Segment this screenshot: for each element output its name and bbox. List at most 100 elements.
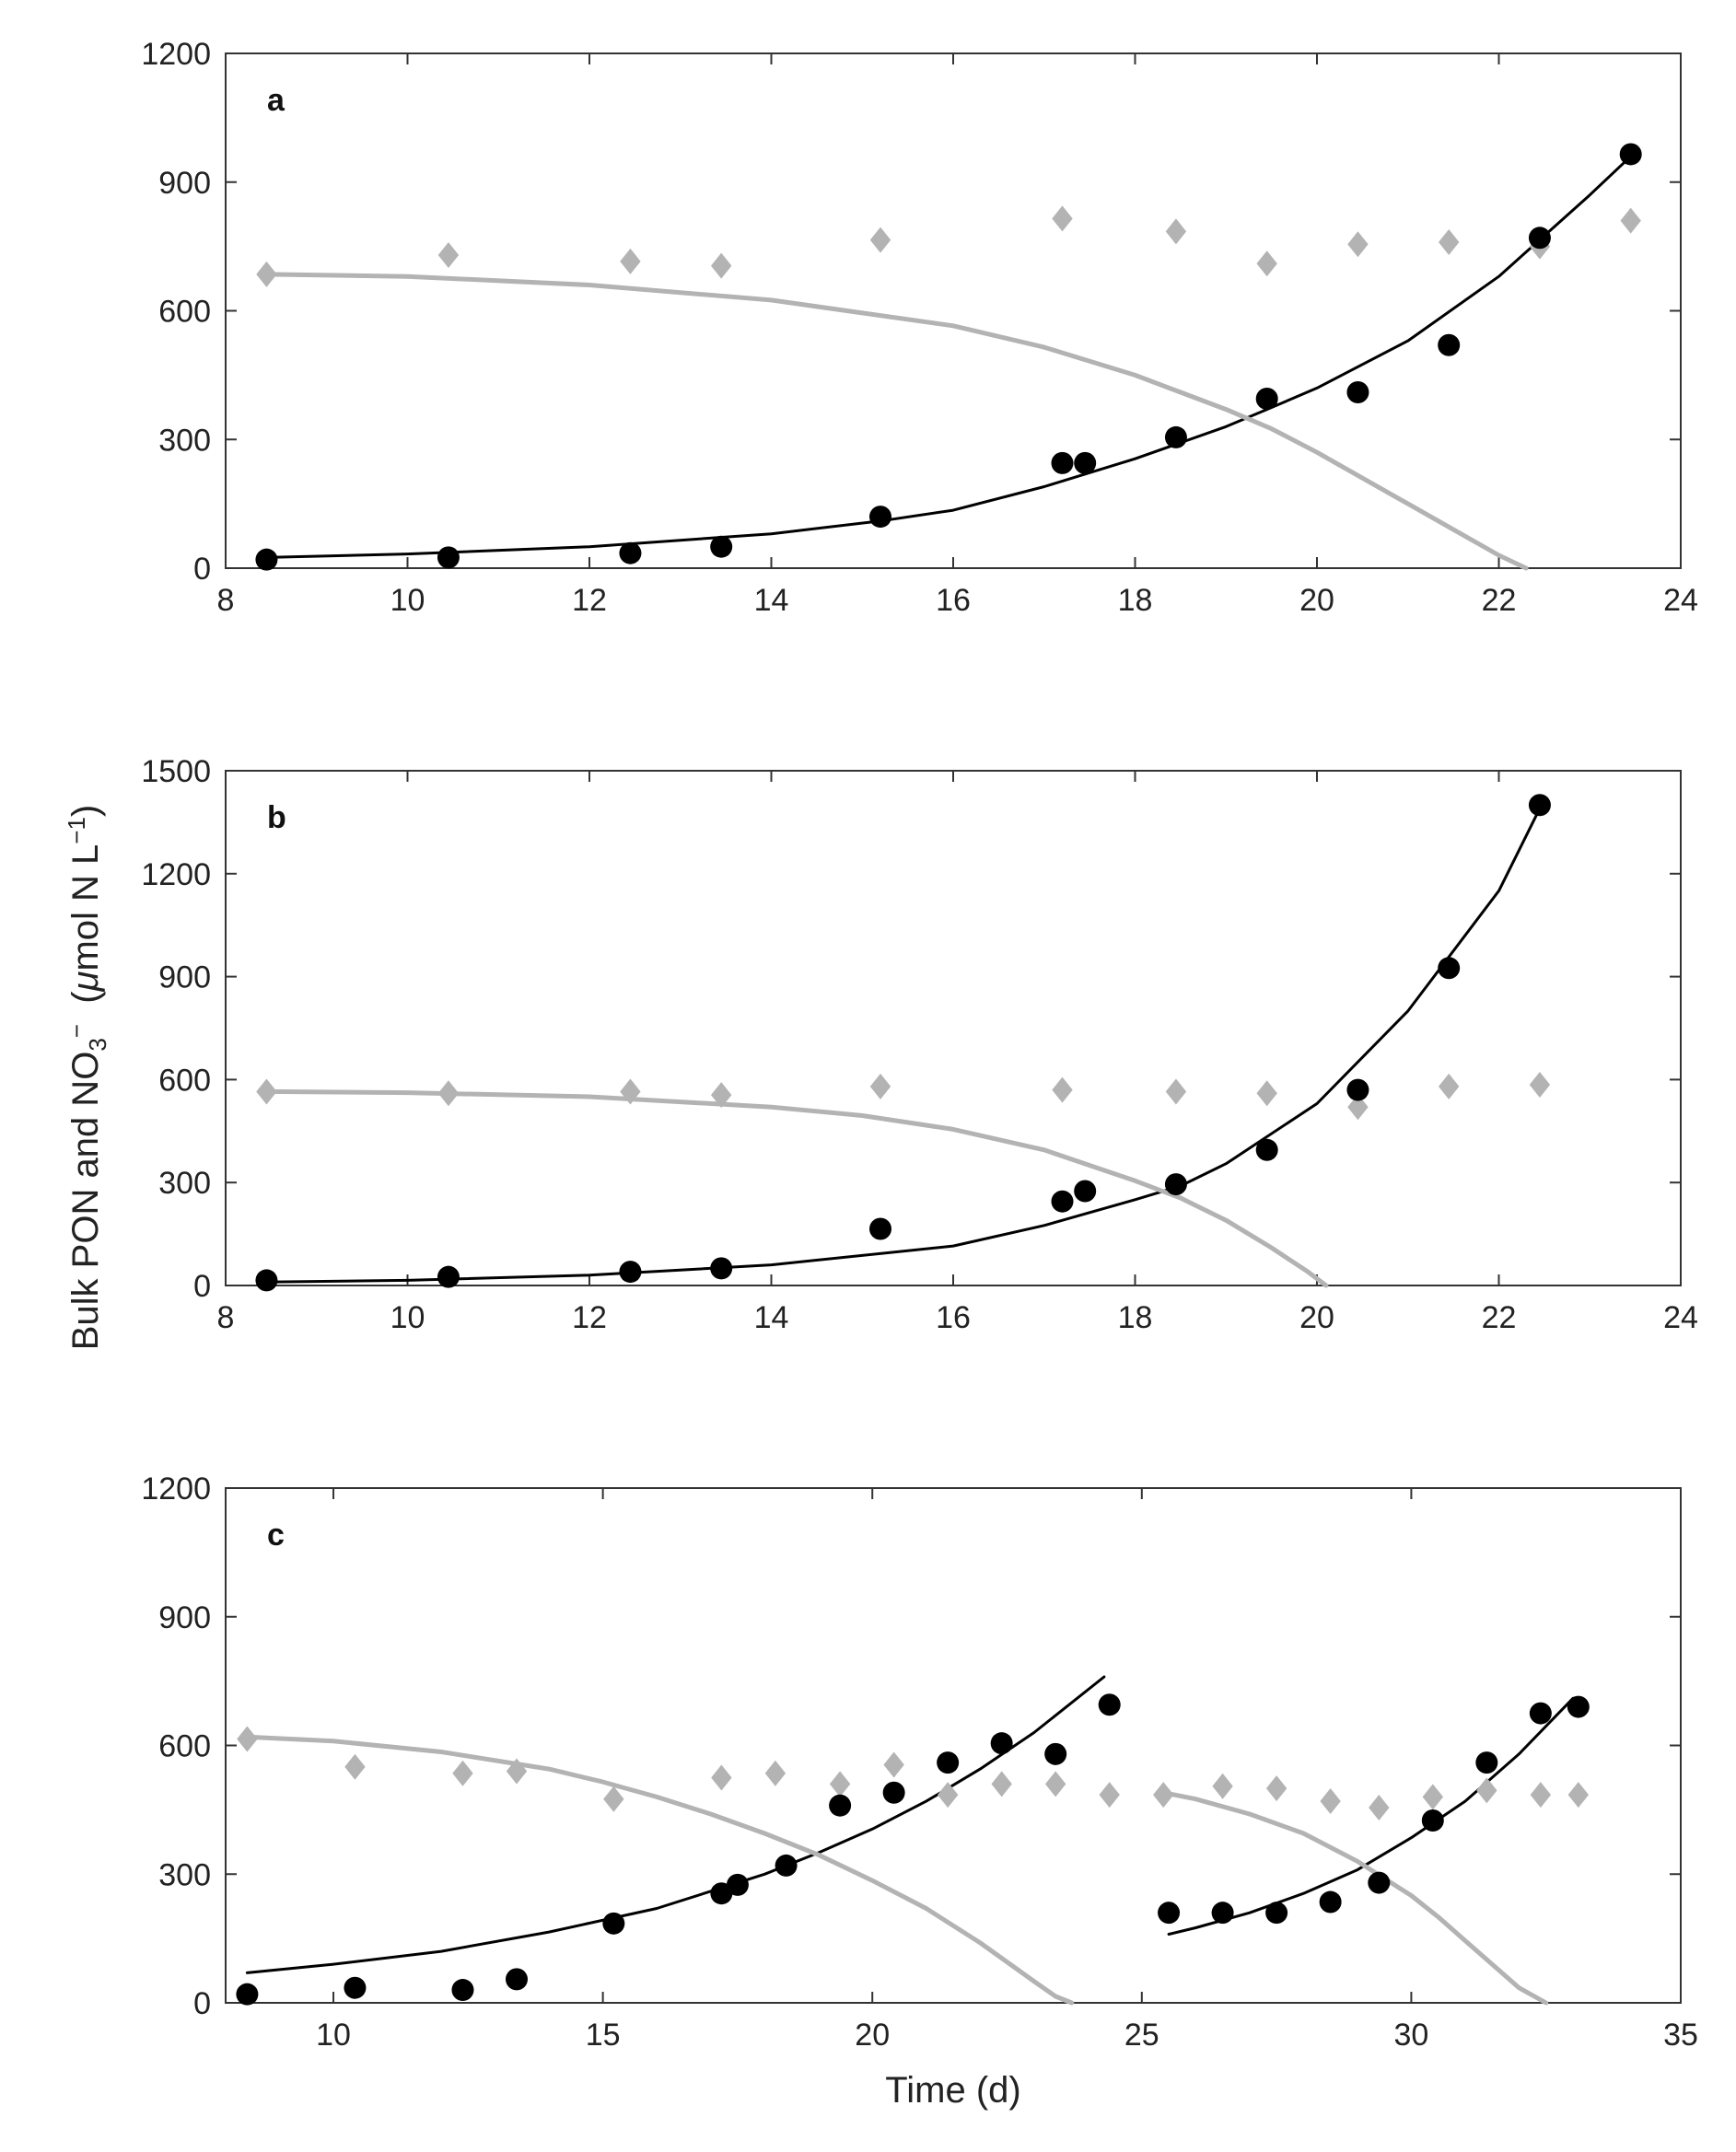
nitrate-point (1567, 1782, 1590, 1809)
y-axis-title-subscript: 3 (84, 1038, 112, 1052)
nitrate-point (1476, 1777, 1497, 1804)
y-tick-label: 1200 (141, 857, 211, 892)
nitrate-point (1369, 1795, 1390, 1821)
pon-point (1528, 794, 1551, 817)
nitrate-fit-line (263, 272, 1529, 571)
nitrate-point (1530, 1782, 1552, 1809)
pon-point (869, 1217, 891, 1240)
panel-c: 10 15 20 25 30 35 0 300 600 900 1200 c Time (d) (141, 1472, 1698, 2111)
x-tick-label: 22 (1482, 583, 1517, 618)
pon-point (1098, 1693, 1121, 1716)
y-tick-label: 600 (158, 295, 211, 330)
nitrate-point (1099, 1782, 1120, 1809)
nitrate-point (1422, 1784, 1444, 1810)
nitrate-point (1347, 1094, 1369, 1121)
pon-point (1438, 333, 1461, 356)
pon-point (1421, 1809, 1444, 1832)
pon-point (619, 1261, 642, 1284)
nitrate-point (1165, 1078, 1187, 1105)
pon-point (1619, 143, 1642, 166)
panel-b: 8 10 12 14 16 18 20 22 24 0 300 600 900 1200 1500 b (141, 754, 1698, 1335)
x-tick-label: 20 (1299, 1300, 1334, 1335)
pon-fit-line (264, 155, 1633, 559)
pon-point (710, 535, 733, 558)
panel-a: 8 10 12 14 16 18 20 22 24 0 300 600 900 1200 a (141, 37, 1698, 618)
y-axis-title-units: mol N L (65, 843, 107, 971)
pon-point (710, 1882, 733, 1905)
pon-point (451, 1979, 474, 2002)
pon-point (1074, 451, 1097, 474)
x-tick-label: 16 (936, 583, 971, 618)
pon-point (602, 1912, 625, 1935)
pon-fit-line (1167, 1696, 1575, 1936)
x-axis-title: Time (d) (885, 2070, 1020, 2111)
pon-point (344, 1976, 367, 1999)
pon-point (1346, 1078, 1369, 1101)
x-tick-label: 25 (1124, 2018, 1159, 2053)
nitrate-point (620, 1078, 641, 1105)
pon-point (1528, 227, 1551, 250)
nitrate-fit-line (263, 1088, 1329, 1288)
pon-point (506, 1968, 528, 1991)
nitrate-point (1620, 207, 1641, 234)
x-tick-label: 12 (572, 1300, 607, 1335)
y-tick-label: 0 (193, 1986, 211, 2021)
plot-frame (225, 770, 1682, 1286)
nitrate-point (1320, 1788, 1341, 1815)
panel-label: c (267, 1518, 285, 1553)
pon-point (1265, 1902, 1288, 1925)
y-tick-label: 300 (158, 1166, 211, 1201)
pon-point (1164, 1173, 1187, 1196)
pon-point (619, 541, 642, 564)
pon-point (937, 1751, 960, 1774)
nitrate-point (452, 1760, 473, 1786)
nitrate-point (1265, 1775, 1287, 1802)
x-tick-label: 12 (572, 583, 607, 618)
y-tick-label: 0 (193, 1269, 211, 1304)
pon-point (710, 1257, 733, 1280)
pon-point (1164, 425, 1187, 448)
y-axis-title-superscript: − (62, 1024, 90, 1039)
x-tick-label: 14 (754, 1300, 789, 1335)
y-tick-label: 1200 (141, 37, 211, 72)
nitrate-point (1044, 1771, 1066, 1797)
nitrate-point (1256, 1080, 1277, 1107)
plot-frame (225, 52, 1682, 569)
nitrate-point (1212, 1773, 1233, 1799)
pon-point (437, 546, 460, 569)
x-tick-label: 24 (1663, 583, 1698, 618)
nitrate-point (1165, 218, 1187, 245)
nitrate-point (1529, 1071, 1551, 1098)
y-tick-label: 1200 (141, 1472, 211, 1506)
pon-point (1346, 381, 1369, 404)
pon-point (1044, 1742, 1067, 1765)
nitrate-point (829, 1771, 851, 1797)
pon-point (255, 548, 278, 571)
nitrate-point (237, 1726, 258, 1752)
nitrate-point (1438, 1073, 1460, 1099)
x-tick-label: 30 (1393, 2018, 1428, 2053)
x-tick-label: 16 (936, 1300, 971, 1335)
x-tick-label: 10 (390, 583, 425, 618)
pon-point (882, 1781, 905, 1804)
nitrate-point (711, 1764, 732, 1791)
y-tick-label: 300 (158, 423, 211, 458)
x-tick-label: 35 (1663, 2018, 1698, 2053)
pon-point (726, 1873, 749, 1896)
nitrate-point (937, 1782, 959, 1809)
nitrate-point (991, 1771, 1012, 1797)
pon-point (1255, 1138, 1278, 1161)
y-tick-label: 600 (158, 1063, 211, 1098)
nitrate-point (256, 261, 277, 287)
x-tick-label: 10 (390, 1300, 425, 1335)
y-tick-label: 600 (158, 1729, 211, 1764)
y-tick-label: 300 (158, 1857, 211, 1892)
pon-point (1051, 451, 1074, 474)
y-axis-title-mu: μ (65, 971, 107, 992)
x-tick-label: 20 (855, 2018, 890, 2053)
y-tick-label: 900 (158, 960, 211, 995)
pon-point (1438, 957, 1461, 980)
pon-point (1567, 1695, 1590, 1718)
y-axis-title-paren-close: ) (65, 804, 107, 818)
pon-point (829, 1794, 852, 1817)
